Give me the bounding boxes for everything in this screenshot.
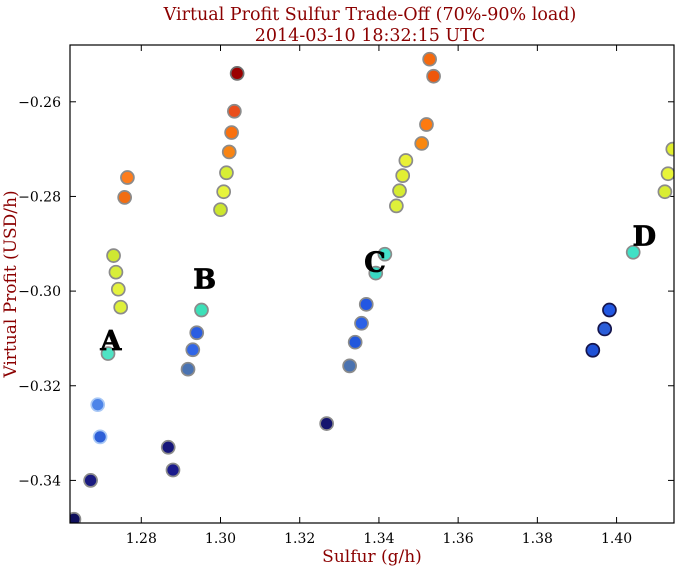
scatter-point-cluster-B [216,184,232,200]
scatter-point-cluster-A [100,346,116,361]
scatter-point-cluster-B [180,361,196,377]
scatter-point-cluster-B [229,66,245,81]
y-tick-label: −0.32 [18,379,61,395]
scatter-point-cluster-A [110,281,126,297]
y-tick-label: −0.34 [18,473,61,489]
scatter-point-cluster-C [419,117,434,132]
axes-ticks: 1.28 1.30 1.32 1.34 1.36 1.38 1.40 −0.26 −0.28 −0… [18,45,674,547]
x-tick-label: 1.32 [284,531,315,547]
scatter-point-cluster-B [160,439,176,455]
scatter-point-cluster-C [368,265,384,281]
chart-title: Virtual Profit Sulfur Trade-Off (70%-90%… [163,5,577,25]
x-axis-label: Sulfur (g/h) [322,547,422,567]
scatter-point-cluster-D [602,302,617,318]
cluster-label-C: C [364,248,386,279]
scatter-point-cluster-A [117,190,133,205]
scatter-point-cluster-C [389,198,404,214]
scatter-point-cluster-D [585,342,601,358]
scatter-point-cluster-C [398,153,414,168]
chart-subtitle: 2014-03-10 18:32:15 UTC [255,26,485,46]
scatter-point-cluster-C [392,183,407,199]
scatter-point-cluster-C [354,315,369,331]
cluster-label-B: B [193,264,216,295]
x-tick-label: 1.28 [126,531,157,547]
cluster-labels: A B C D [99,221,656,357]
x-tick-label: 1.38 [522,531,553,547]
scatter-point-cluster-D [660,166,674,182]
scatter-point-cluster-B [224,125,239,140]
scatter-point-cluster-A [120,170,135,185]
cluster-label-A: A [99,326,122,357]
scatter-point-cluster-A [92,429,108,445]
scatter-point-cluster-D [597,321,613,337]
scatter-point-cluster-B [185,342,201,358]
y-axis-label: Virtual Profit (USD/h) [1,190,21,378]
scatter-point-cluster-C [319,416,335,431]
scatter-point-cluster-D [657,184,673,200]
scatter-point-cluster-C [422,51,437,67]
scatter-point-cluster-A [108,264,124,280]
cluster-label-D: D [633,222,656,253]
x-tick-label: 1.36 [443,531,474,547]
scatter-point-cluster-A [106,248,121,263]
scatter-point-cluster-C [358,297,374,312]
scatter-point-cluster-B [189,325,205,341]
scatter-point-cluster-B [227,103,242,119]
scatter-point-cluster-C [342,358,357,374]
scatter-point-cluster-C [426,68,441,84]
x-tick-label: 1.30 [205,531,236,547]
scatter-points [70,51,674,523]
scatter-point-cluster-B [221,144,237,160]
plot-frame [69,44,675,524]
y-tick-label: −0.28 [18,189,61,205]
scatter-point-cluster-D [665,141,674,157]
scatter-point-cluster-A [113,299,129,315]
x-tick-label: 1.34 [363,531,394,547]
x-tick-label: 1.40 [601,531,632,547]
y-tick-label: −0.26 [18,95,61,111]
scatter-point-cluster-C [377,246,393,262]
scatter-point-cluster-D [625,244,641,260]
scatter-point-cluster-B [219,165,234,181]
scatter-point-cluster-C [414,136,430,151]
scatter-point-cluster-B [213,202,228,218]
scatter-point-cluster-A [90,397,106,413]
y-tick-label: −0.30 [18,284,61,300]
scatter-point-cluster-C [395,168,411,183]
scatter-point-cluster-C [347,334,363,350]
scatter-point-cluster-A [83,473,98,488]
scatter-point-cluster-A [70,511,82,523]
scatter-point-cluster-B [165,462,181,478]
scatter-point-cluster-B [194,302,209,318]
